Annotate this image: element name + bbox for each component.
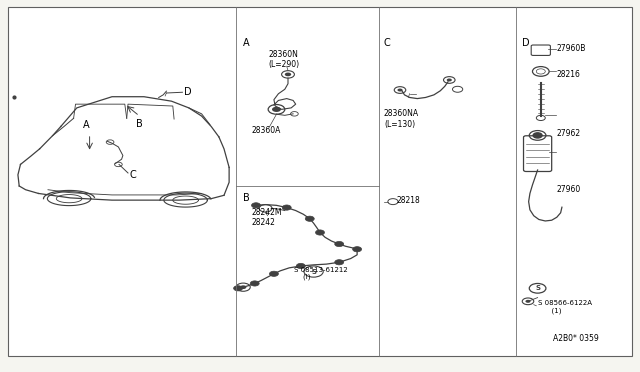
- Text: S 08566-6122A
      (1): S 08566-6122A (1): [538, 300, 591, 314]
- Text: 28360N
(L=290): 28360N (L=290): [269, 50, 300, 69]
- Text: C: C: [129, 170, 136, 180]
- Text: S 08513-61212
    (I): S 08513-61212 (I): [294, 267, 348, 280]
- Circle shape: [316, 230, 324, 235]
- Text: D: D: [522, 38, 529, 48]
- Text: A2B0* 0359: A2B0* 0359: [553, 334, 599, 343]
- Circle shape: [269, 271, 278, 276]
- Circle shape: [285, 73, 291, 76]
- Circle shape: [296, 263, 305, 269]
- Circle shape: [525, 300, 531, 303]
- Circle shape: [335, 241, 344, 247]
- Circle shape: [335, 260, 344, 265]
- Text: C: C: [384, 38, 391, 48]
- Circle shape: [250, 281, 259, 286]
- Circle shape: [282, 205, 291, 210]
- Text: A: A: [83, 120, 90, 130]
- Text: 27962: 27962: [557, 129, 581, 138]
- Text: D: D: [184, 87, 192, 97]
- Text: A: A: [243, 38, 250, 48]
- Text: 28242M
28242: 28242M 28242: [252, 208, 282, 227]
- Text: 27960B: 27960B: [557, 44, 586, 53]
- Text: 28360A: 28360A: [252, 126, 281, 135]
- Circle shape: [272, 107, 281, 112]
- Circle shape: [447, 78, 452, 81]
- FancyBboxPatch shape: [531, 45, 550, 55]
- Text: 28360NA
(L=130): 28360NA (L=130): [384, 109, 419, 129]
- Text: 28216: 28216: [557, 70, 580, 79]
- Circle shape: [397, 89, 403, 92]
- Text: 28218: 28218: [397, 196, 420, 205]
- Circle shape: [240, 285, 246, 289]
- Text: S: S: [311, 269, 316, 275]
- Circle shape: [353, 247, 362, 252]
- FancyBboxPatch shape: [524, 136, 552, 171]
- Circle shape: [234, 286, 243, 291]
- Text: B: B: [136, 119, 143, 129]
- Text: 27960: 27960: [557, 185, 581, 194]
- Text: S: S: [535, 285, 540, 291]
- Text: B: B: [243, 193, 250, 203]
- Circle shape: [305, 216, 314, 221]
- Circle shape: [252, 203, 260, 208]
- Circle shape: [533, 133, 542, 138]
